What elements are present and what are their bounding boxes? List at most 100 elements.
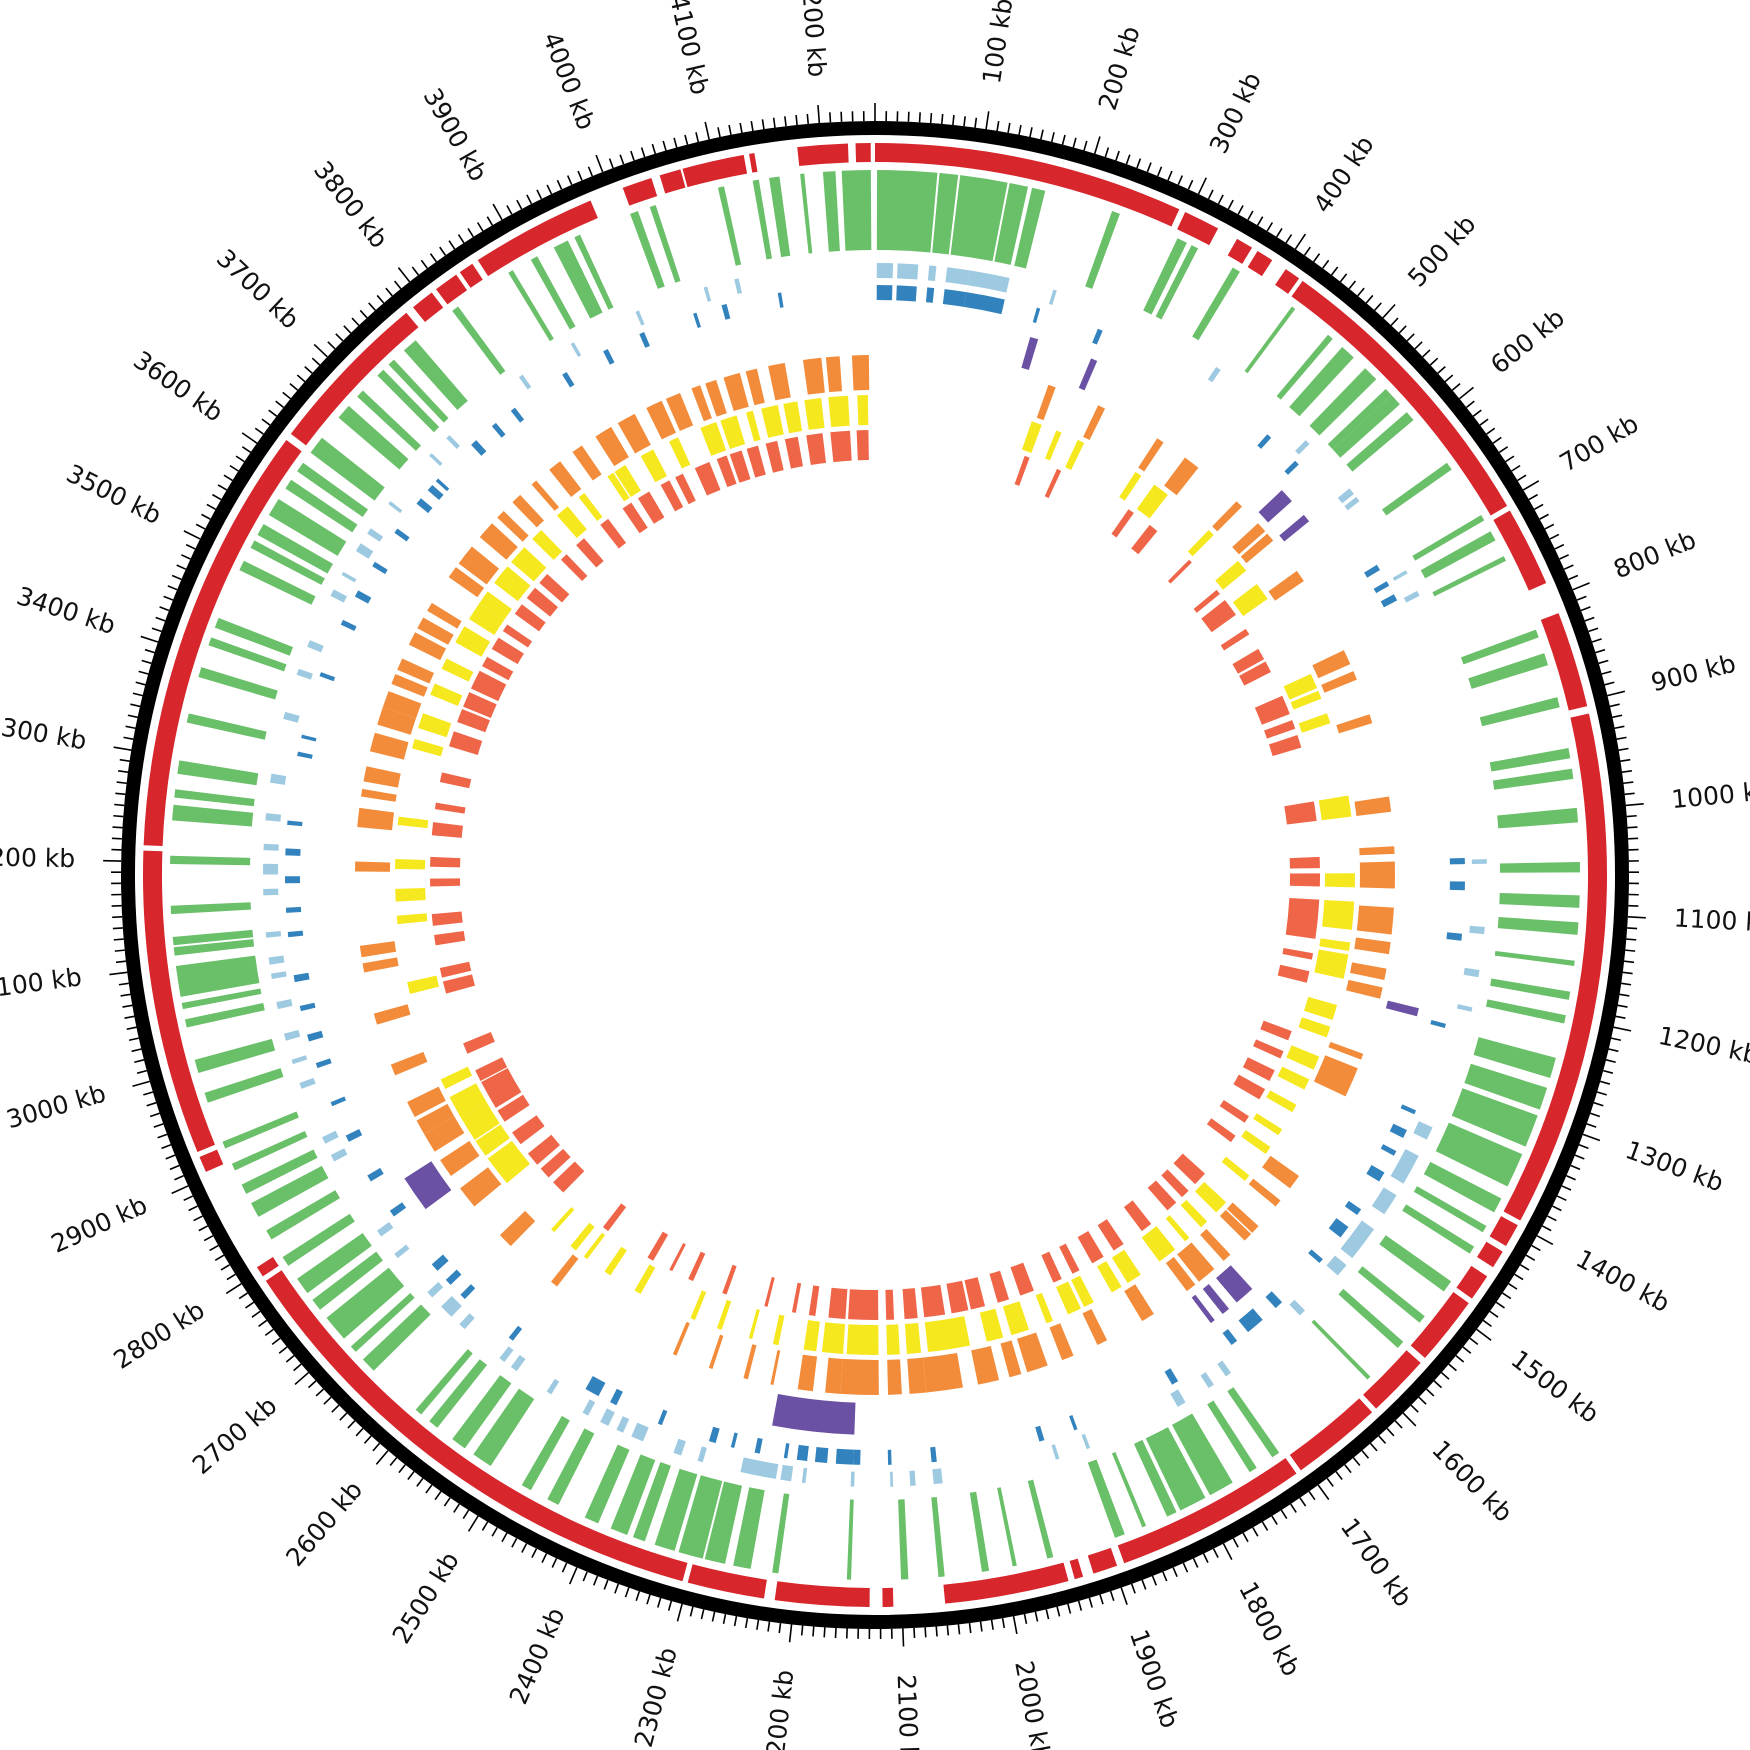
yellow_track-segment — [479, 591, 512, 620]
light_blue_track-segment — [427, 1282, 444, 1298]
red_track-segment — [1014, 455, 1030, 486]
orange_track-segment — [770, 1350, 781, 1385]
yellow_track-segment — [803, 1319, 820, 1352]
green_track-segment — [822, 171, 840, 252]
blue_track-segment — [942, 289, 967, 307]
yellow_track-segment — [1165, 1215, 1190, 1242]
green_track-segment — [1145, 1427, 1206, 1511]
orange_track-segment — [549, 461, 582, 497]
light_blue_track-segment — [1217, 1360, 1232, 1377]
tick-label: 400 kb — [1308, 131, 1380, 219]
light_blue_track-segment — [283, 711, 300, 723]
tick-label: 2000 kb — [1009, 1658, 1056, 1750]
orange_track-segment — [1083, 405, 1106, 441]
red_track-segment — [514, 604, 546, 632]
green_track-segment — [452, 306, 506, 375]
red_track-segment — [1232, 648, 1265, 674]
blue_track-segment — [796, 1444, 809, 1462]
purple_track-segment — [1385, 1000, 1419, 1017]
orange_track-segment — [360, 788, 397, 802]
light_blue_track-segment — [330, 1148, 348, 1162]
tick-label: 3200 kb — [0, 842, 75, 873]
red_track-segment — [463, 692, 497, 718]
red_track-segment — [481, 1068, 522, 1108]
orange_track-segment — [1328, 1041, 1364, 1060]
green_track-segment — [1497, 807, 1579, 829]
light_blue_track-segment — [673, 1438, 686, 1456]
blue_track-segment — [1380, 1144, 1397, 1156]
green_track-segment — [173, 939, 255, 956]
green_track-segment — [574, 234, 614, 310]
red_track-segment — [463, 1032, 495, 1054]
orange_track-segment — [672, 1321, 690, 1356]
blue_track-segment — [293, 972, 310, 983]
blue_track-segment — [1164, 1368, 1179, 1385]
red_track-segment — [1111, 509, 1134, 538]
yellow_track-segment — [475, 1124, 510, 1156]
red_track-segment — [828, 1287, 848, 1320]
green_track-segment — [769, 176, 791, 258]
orange_track-segment — [1164, 457, 1199, 496]
green_track — [170, 170, 1580, 1580]
light_blue_track-segment — [546, 1378, 560, 1395]
green_track-segment — [1327, 388, 1392, 450]
red_track-segment — [675, 473, 696, 505]
tick-label: 1600 kb — [1426, 1435, 1518, 1528]
blue_track-segment — [896, 285, 917, 302]
red_track-segment — [1289, 856, 1320, 869]
green_track-segment — [285, 479, 358, 533]
red_track-segment — [1260, 1020, 1292, 1041]
blue_track-segment — [1257, 434, 1272, 449]
orange_track-segment — [362, 957, 399, 973]
light_blue_track-segment — [299, 1077, 316, 1089]
red_track-segment — [1131, 524, 1158, 555]
light_blue_track-segment — [291, 1055, 308, 1065]
green_track-segment — [377, 369, 440, 433]
orange_track-segment — [1219, 1209, 1252, 1241]
green_track-segment — [175, 955, 260, 997]
orange_track-segment — [551, 1254, 579, 1287]
orange_track-segment — [825, 356, 843, 393]
tick-label: 4000 kb — [537, 28, 601, 134]
green_track-segment — [772, 1493, 790, 1574]
green_track-segment — [969, 1491, 990, 1572]
red_track-segment — [1277, 964, 1310, 983]
red_track-segment — [964, 1277, 986, 1310]
blue_track-segment — [1238, 1308, 1263, 1333]
orange_track-segment — [1177, 1242, 1215, 1282]
light_blue_track-segment — [1344, 496, 1360, 511]
yellow_track-segment — [578, 493, 603, 521]
red_track-segment — [1147, 1180, 1177, 1211]
green_track-segment — [198, 667, 278, 700]
purple_track-segment — [1258, 490, 1292, 523]
yellow_track-segment — [440, 1066, 473, 1089]
yellow_track-segment — [1071, 1275, 1094, 1308]
light_blue_track-segment — [341, 571, 357, 583]
yellow_track-segment — [396, 913, 428, 925]
red_track-segment — [688, 1251, 706, 1282]
red_track-segment — [1282, 947, 1314, 960]
yellow_track-segment — [1044, 430, 1062, 461]
green_track-segment — [733, 1487, 765, 1569]
green_track-segment — [800, 173, 813, 254]
reference — [142, 143, 1608, 1607]
light_blue_track-segment — [801, 1467, 808, 1484]
red_track-segment — [430, 878, 461, 887]
purple_track-segment — [1078, 358, 1098, 391]
tick-label: 1400 kb — [1571, 1244, 1674, 1318]
light_blue_track-segment — [499, 1346, 514, 1363]
light_blue_track-segment — [697, 1446, 707, 1463]
yellow_track-segment — [772, 1314, 785, 1346]
green_track-segment — [1133, 1439, 1177, 1517]
blue_track-segment — [708, 1426, 720, 1444]
red_track-segment — [553, 1161, 585, 1193]
orange_track-segment — [427, 602, 462, 629]
yellow_track-segment — [449, 1083, 487, 1118]
red_track-segment — [540, 1148, 571, 1178]
purple_track-segment — [1191, 1294, 1215, 1324]
red_track-segment — [946, 1280, 969, 1314]
blue_track-segment — [491, 422, 506, 438]
green_track-segment — [1464, 1063, 1548, 1110]
reference-segment — [1117, 1457, 1297, 1564]
light_blue_track-segment — [1390, 1148, 1419, 1184]
